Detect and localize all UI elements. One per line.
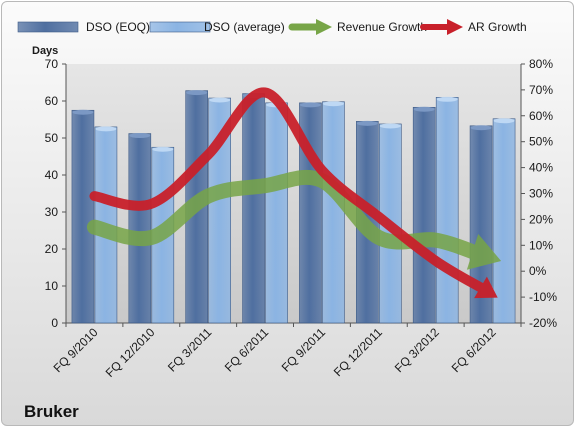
revenue-growth-arrow-line	[86, 169, 485, 261]
y-tick-label: 10	[45, 279, 59, 293]
y-axis-title: Days	[32, 45, 58, 57]
y2-tick-label: 50%	[529, 135, 553, 149]
y2-tick-label: 0%	[529, 264, 547, 278]
legend-swatch	[149, 21, 211, 33]
legend-swatch-arrowhead	[316, 19, 332, 35]
y-tick-label: 0	[51, 316, 58, 330]
bar-top	[322, 101, 344, 107]
bar-top	[493, 118, 515, 124]
y-tick-label: 60	[45, 94, 59, 108]
x-tick-label: FQ 12/2011	[331, 325, 385, 379]
bar-group	[322, 101, 345, 324]
revenue-growth-arrow	[86, 169, 502, 270]
bar	[128, 133, 152, 324]
legend-label: DSO (average)	[204, 20, 285, 34]
bar-top	[413, 106, 435, 112]
y-tick-label: 40	[45, 168, 59, 182]
bar-top	[152, 146, 174, 152]
y2-tick-label: 60%	[529, 109, 553, 123]
bar	[435, 97, 459, 324]
bar-group	[71, 109, 95, 324]
legend-swatch-arrowhead	[447, 19, 463, 35]
bar-top	[209, 97, 231, 103]
y2-tick-label: 70%	[529, 83, 553, 97]
revenue-growth-arrow-arrowhead	[466, 234, 502, 270]
ar-growth-arrow-line	[89, 87, 489, 294]
bar	[492, 118, 516, 324]
legend: DSO (EOQ) DSO (average) Revenue Growth AR G…	[17, 19, 527, 35]
bar-group	[265, 102, 288, 324]
bar-top	[356, 120, 378, 126]
legend-label: DSO (EOQ)	[86, 20, 150, 34]
bar	[265, 102, 288, 324]
y2-tick-label: 40%	[529, 161, 553, 175]
ar-growth-arrow-arrowhead	[474, 276, 498, 299]
bar-top	[95, 126, 117, 132]
bar-top	[436, 96, 458, 102]
bar-top	[72, 109, 94, 115]
bar	[322, 101, 345, 324]
bar-group	[469, 125, 493, 324]
bar-group	[128, 133, 152, 324]
bar	[71, 109, 95, 324]
x-tick-label: FQ 9/2010	[51, 325, 101, 375]
bar-group	[412, 106, 436, 324]
legend-label: AR Growth	[468, 20, 527, 34]
bar-group	[435, 96, 459, 324]
y-tick-label: 20	[45, 242, 59, 256]
y2-tick-label: 80%	[529, 57, 553, 71]
y2-tick-label: 30%	[529, 187, 553, 201]
y-tick-label: 50	[45, 131, 59, 145]
x-tick-label: FQ 6/2012	[449, 325, 499, 375]
ar-growth-arrow	[89, 87, 498, 299]
x-tick-label: FQ 3/2011	[165, 325, 215, 375]
y-tick-label: 70	[45, 57, 59, 71]
bar-top	[129, 133, 151, 139]
bar	[412, 106, 436, 324]
bar-top	[470, 125, 492, 131]
x-tick-label: FQ 9/2011	[279, 325, 329, 375]
y-tick-label: 30	[45, 205, 59, 219]
bar-top	[379, 123, 401, 129]
x-tick-label: FQ 3/2012	[392, 325, 442, 375]
bar-top	[299, 102, 321, 108]
bar-group	[242, 93, 265, 324]
y2-tick-label: 10%	[529, 238, 553, 252]
bar-top	[186, 90, 208, 96]
bar-group	[492, 118, 516, 324]
y2-tick-label: 20%	[529, 212, 553, 226]
y2-tick-label: -10%	[529, 290, 557, 304]
x-tick-label: FQ 12/2010	[103, 325, 158, 380]
company-name: Bruker	[24, 402, 79, 421]
x-tick-label: FQ 6/2011	[222, 325, 272, 375]
legend-swatch	[17, 21, 79, 33]
bar	[242, 93, 265, 324]
legend-label: Revenue Growth	[337, 20, 427, 34]
y2-tick-label: -20%	[529, 316, 557, 330]
